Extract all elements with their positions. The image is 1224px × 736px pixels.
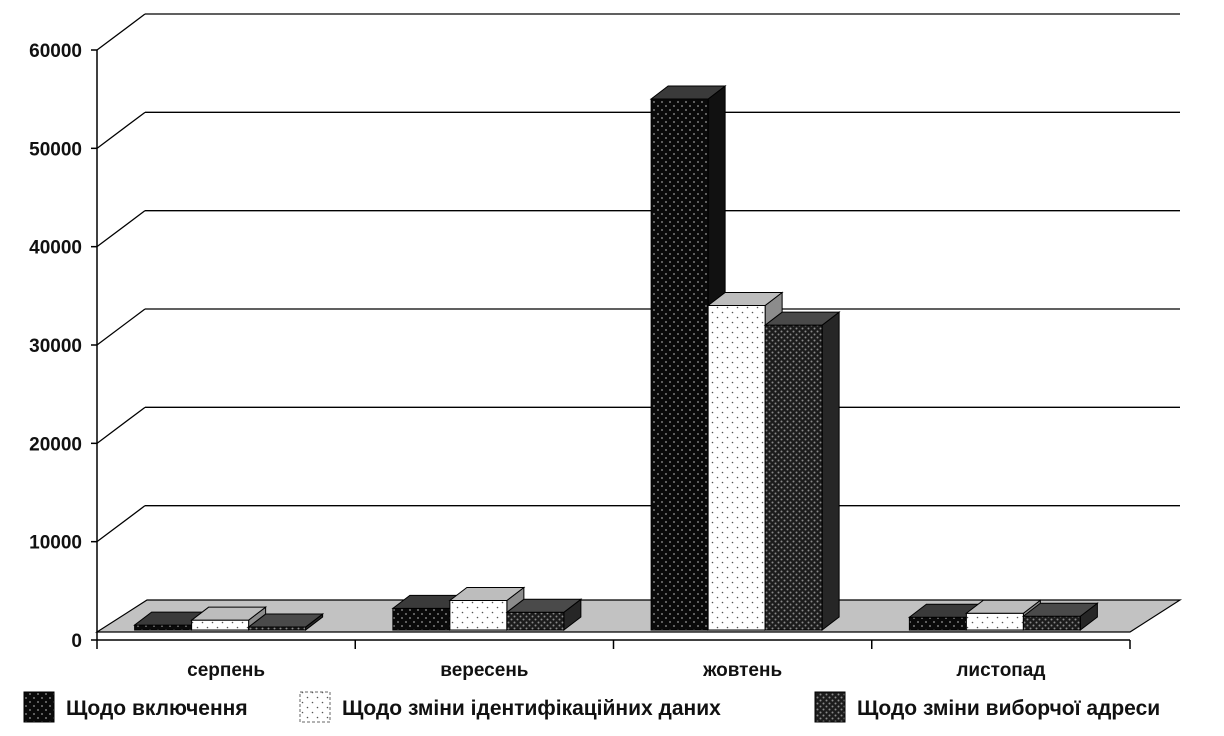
bar-side — [821, 311, 840, 632]
bar-top — [505, 598, 583, 613]
bar-front — [449, 600, 508, 631]
bar-front — [707, 305, 766, 631]
bar — [1021, 602, 1099, 632]
bar-front — [134, 624, 193, 631]
bar — [763, 311, 841, 632]
category-label: жовтень — [702, 660, 782, 681]
bar-front — [908, 616, 967, 631]
category-label: вересень — [440, 660, 528, 681]
gridline-diagonal — [96, 406, 146, 444]
bar — [247, 613, 325, 632]
legend-swatch — [814, 691, 846, 723]
y-tick-label: 0 — [71, 631, 82, 652]
bar-front — [965, 612, 1024, 631]
bar-front — [506, 611, 565, 631]
legend-entry: Щодо включення — [23, 691, 248, 723]
legend-swatch — [23, 691, 55, 723]
legend-label: Щодо зміни виборчої адреси — [857, 697, 1160, 720]
bar-front — [392, 607, 451, 631]
legend-label: Щодо включення — [66, 697, 248, 720]
bar — [505, 598, 583, 632]
gridline-diagonal — [96, 13, 146, 51]
y-tick-label: 10000 — [29, 533, 82, 554]
y-tick-label: 20000 — [29, 434, 82, 455]
y-tick-label: 30000 — [29, 336, 82, 357]
bar-front — [1022, 615, 1081, 631]
legend-entry: Щодо зміни ідентифікаційних даних — [299, 691, 721, 723]
bar-top — [964, 599, 1042, 614]
gridline-diagonal — [96, 111, 146, 149]
gridline-diagonal — [96, 210, 146, 248]
legend-entry: Щодо зміни виборчої адреси — [814, 691, 1160, 723]
gridline-diagonal — [96, 505, 146, 543]
bar-top — [1021, 602, 1099, 617]
y-tick-label: 60000 — [29, 41, 82, 62]
legend-swatch — [299, 691, 331, 723]
bar-front — [191, 619, 250, 631]
bar-top — [448, 587, 526, 601]
category-label: серпень — [187, 660, 265, 681]
gridline-diagonal — [96, 308, 146, 346]
category-label: листопад — [956, 660, 1045, 681]
legend-label: Щодо зміни ідентифікаційних даних — [342, 697, 721, 720]
bar — [190, 606, 268, 632]
y-tick-label: 40000 — [29, 238, 82, 259]
y-tick-label: 50000 — [29, 139, 82, 160]
bar-top — [649, 85, 727, 100]
bar-top — [763, 311, 841, 326]
bar-front — [650, 98, 709, 631]
bar-top — [190, 606, 268, 621]
bar-top — [706, 292, 784, 306]
bar-top — [247, 613, 325, 628]
bar-front — [764, 324, 823, 631]
